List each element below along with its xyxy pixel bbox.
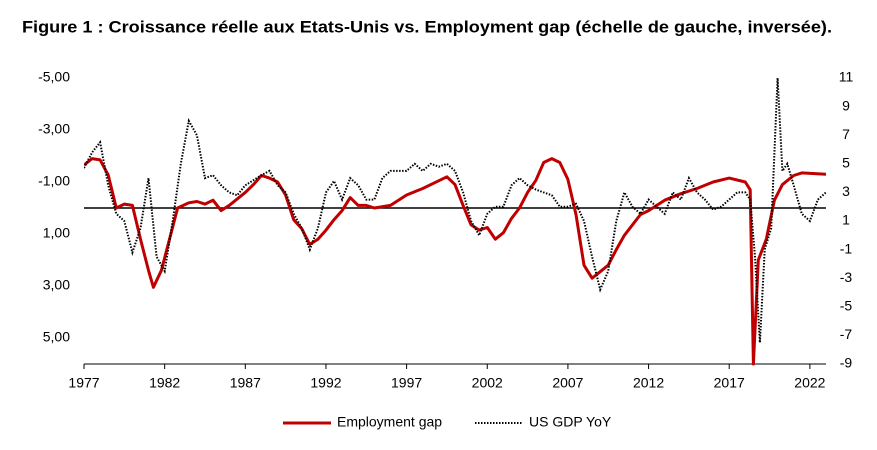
- y-tick-label: -1,00: [38, 173, 70, 189]
- y2-tick-label: -1: [840, 240, 853, 256]
- y-tick-label: 3,00: [43, 277, 70, 293]
- y-tick-label: 5,00: [43, 329, 70, 345]
- x-tick-label: 1997: [391, 375, 422, 391]
- legend-label: US GDP YoY: [529, 414, 612, 430]
- x-tick-label: 2007: [552, 375, 583, 391]
- y2-tick-label: -9: [840, 355, 853, 371]
- y2-tick-label: 1: [842, 212, 850, 228]
- chart-title: Figure 1 : Croissance réelle aux Etats-U…: [22, 17, 832, 36]
- y2-tick-label: -5: [840, 298, 853, 314]
- x-tick-label: 2017: [714, 375, 745, 391]
- x-tick-label: 1992: [310, 375, 341, 391]
- y2-tick-label: 11: [839, 69, 854, 85]
- series-line: [84, 157, 826, 366]
- y-tick-label: -5,00: [38, 69, 70, 85]
- y-tick-label: 1,00: [43, 225, 70, 241]
- y2-tick-label: 7: [842, 126, 850, 142]
- series-line: [84, 77, 826, 343]
- y2-tick-label: 3: [842, 183, 850, 199]
- x-tick-label: 1987: [230, 375, 261, 391]
- legend-label: Employment gap: [337, 414, 442, 430]
- x-tick-label: 1982: [149, 375, 180, 391]
- y2-tick-label: 9: [842, 97, 850, 113]
- x-tick-label: 2022: [794, 375, 825, 391]
- y2-tick-label: -3: [840, 269, 853, 285]
- x-tick-label: 2012: [633, 375, 664, 391]
- y2-tick-label: -7: [840, 326, 853, 342]
- x-tick-label: 2002: [472, 375, 503, 391]
- y2-tick-label: 5: [842, 155, 850, 171]
- x-tick-label: 1977: [68, 375, 99, 391]
- y-tick-label: -3,00: [38, 121, 70, 137]
